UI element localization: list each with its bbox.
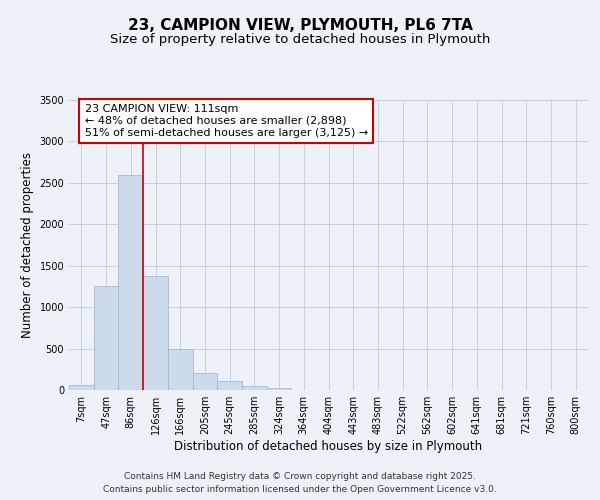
Bar bbox=[143, 276, 168, 390]
Bar bbox=[217, 381, 242, 390]
Text: 23 CAMPION VIEW: 111sqm
← 48% of detached houses are smaller (2,898)
51% of semi: 23 CAMPION VIEW: 111sqm ← 48% of detache… bbox=[85, 104, 368, 138]
Text: Contains public sector information licensed under the Open Government Licence v3: Contains public sector information licen… bbox=[103, 485, 497, 494]
Text: Contains HM Land Registry data © Crown copyright and database right 2025.: Contains HM Land Registry data © Crown c… bbox=[124, 472, 476, 481]
Bar bbox=[69, 386, 94, 390]
Y-axis label: Number of detached properties: Number of detached properties bbox=[21, 152, 34, 338]
Bar bbox=[118, 174, 143, 390]
Bar bbox=[168, 348, 193, 390]
Text: Size of property relative to detached houses in Plymouth: Size of property relative to detached ho… bbox=[110, 32, 490, 46]
Bar bbox=[94, 286, 118, 390]
Bar bbox=[267, 388, 292, 390]
X-axis label: Distribution of detached houses by size in Plymouth: Distribution of detached houses by size … bbox=[175, 440, 482, 453]
Bar bbox=[193, 374, 217, 390]
Bar bbox=[242, 386, 267, 390]
Text: 23, CAMPION VIEW, PLYMOUTH, PL6 7TA: 23, CAMPION VIEW, PLYMOUTH, PL6 7TA bbox=[128, 18, 472, 32]
